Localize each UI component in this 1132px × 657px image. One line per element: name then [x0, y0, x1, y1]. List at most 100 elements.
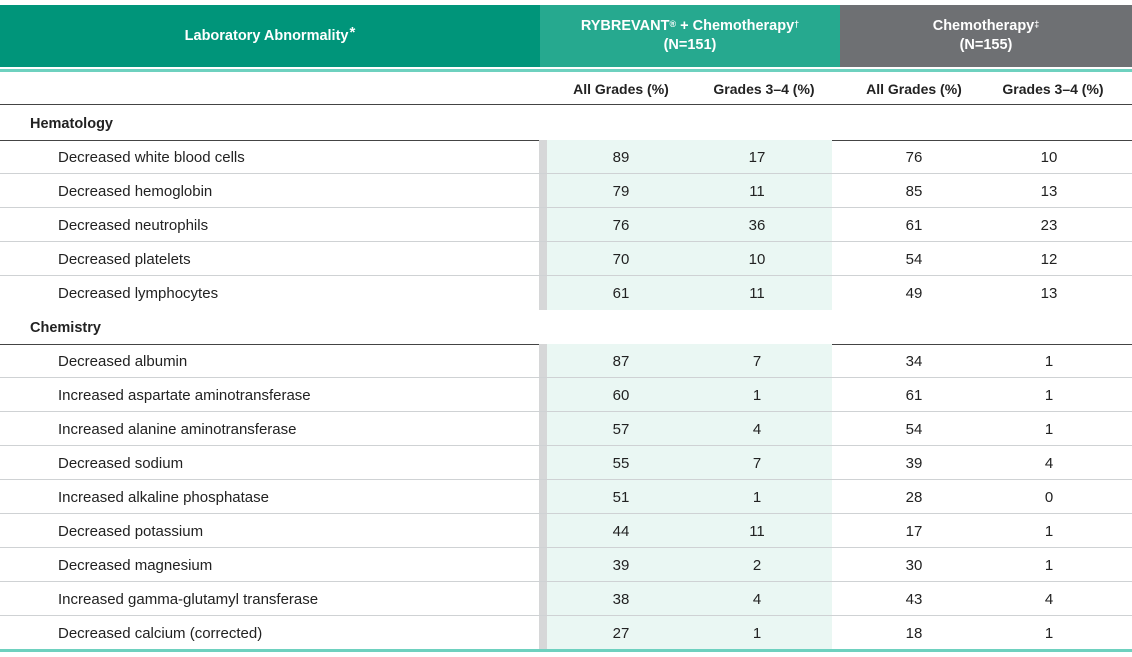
header-rybrevant-arm: RYBREVANT® + Chemotherapy† (N=151) — [540, 5, 840, 67]
cell-chemo-all: 28 — [905, 489, 923, 506]
cell-chemo-all: 61 — [905, 387, 923, 404]
cell-ryb-34: 1 — [752, 625, 762, 642]
cell-ryb-34: 7 — [752, 353, 762, 370]
section-title: Chemistry — [30, 320, 101, 336]
column-separator-bar — [539, 344, 547, 650]
arm1-suffix: + Chemotherapy — [676, 18, 795, 34]
cell-ryb-34: 11 — [749, 285, 765, 302]
header-divider — [0, 69, 1132, 72]
cell-chemo-34: 10 — [1040, 149, 1058, 166]
arm2-footnote-mark: ‡ — [1034, 19, 1040, 29]
cell-ryb-34: 2 — [752, 557, 762, 574]
row-label: Increased aspartate aminotransferase — [58, 387, 311, 404]
header-lab-label: Laboratory Abnormality — [184, 27, 349, 44]
cell-chemo-all: 85 — [905, 183, 923, 200]
cell-chemo-all: 39 — [905, 455, 923, 472]
table-row: Decreased platelets 70 10 54 12 — [0, 242, 1132, 276]
cell-ryb-all: 87 — [612, 353, 630, 370]
cell-chemo-all: 17 — [905, 523, 923, 540]
cell-chemo-34: 1 — [1044, 387, 1054, 404]
cell-chemo-all: 34 — [905, 353, 923, 370]
cell-chemo-34: 23 — [1040, 217, 1058, 234]
cell-ryb-all: 44 — [612, 523, 630, 540]
arm2-name: Chemotherapy — [932, 18, 1035, 34]
cell-ryb-all: 76 — [612, 217, 630, 234]
arm1-column-highlight — [547, 344, 832, 650]
row-label: Increased alkaline phosphatase — [58, 489, 269, 506]
header-chemotherapy-arm: Chemotherapy‡ (N=155) — [840, 5, 1132, 67]
arm1-grades34-header: Grades 3–4 (%) — [713, 81, 815, 97]
table-row: Decreased sodium 55 7 39 4 — [0, 446, 1132, 480]
row-label: Decreased hemoglobin — [58, 183, 213, 200]
cell-chemo-all: 54 — [905, 421, 923, 438]
cell-ryb-all: 57 — [612, 421, 630, 438]
arm1-all-grades-header: All Grades (%) — [573, 81, 669, 97]
cell-chemo-34: 1 — [1044, 353, 1054, 370]
cell-chemo-34: 4 — [1044, 591, 1054, 608]
cell-chemo-34: 1 — [1044, 557, 1054, 574]
section-header: Hematology — [0, 106, 1132, 141]
cell-ryb-all: 60 — [612, 387, 630, 404]
row-label: Decreased white blood cells — [58, 149, 245, 166]
cell-ryb-all: 61 — [612, 285, 630, 302]
arm2-all-grades-header: All Grades (%) — [866, 81, 962, 97]
header-lab-abnormality: Laboratory Abnormality * — [0, 5, 540, 67]
cell-ryb-all: 89 — [612, 149, 630, 166]
row-label: Increased gamma-glutamyl transferase — [58, 591, 319, 608]
cell-chemo-all: 18 — [905, 625, 923, 642]
cell-ryb-all: 79 — [612, 183, 630, 200]
table-row: Decreased potassium 44 11 17 1 — [0, 514, 1132, 548]
table-row: Decreased magnesium 39 2 30 1 — [0, 548, 1132, 582]
cell-ryb-all: 70 — [612, 251, 630, 268]
cell-chemo-all: 43 — [905, 591, 923, 608]
cell-ryb-all: 51 — [612, 489, 630, 506]
cell-ryb-34: 1 — [752, 387, 762, 404]
arm2-n: (N=155) — [959, 37, 1013, 53]
cell-chemo-all: 54 — [905, 251, 923, 268]
section-header: Chemistry — [0, 310, 1132, 345]
arm1-name: RYBREVANT — [580, 18, 670, 34]
cell-ryb-34: 1 — [752, 489, 762, 506]
cell-chemo-34: 13 — [1040, 183, 1058, 200]
arm1-n: (N=151) — [663, 37, 717, 53]
table-row: Decreased hemoglobin 79 11 85 13 — [0, 174, 1132, 208]
cell-chemo-34: 13 — [1040, 285, 1058, 302]
cell-chemo-34: 1 — [1044, 421, 1054, 438]
arm1-reg-mark: ® — [669, 19, 677, 29]
table-row: Decreased calcium (corrected) 27 1 18 1 — [0, 616, 1132, 649]
table-row: Decreased white blood cells 89 17 76 10 — [0, 140, 1132, 174]
cell-chemo-34: 1 — [1044, 523, 1054, 540]
cell-ryb-all: 27 — [612, 625, 630, 642]
table-row: Increased alanine aminotransferase 57 4 54 1 — [0, 412, 1132, 446]
cell-chemo-34: 1 — [1044, 625, 1054, 642]
table-row: Decreased albumin 87 7 34 1 — [0, 344, 1132, 378]
cell-ryb-34: 4 — [752, 591, 762, 608]
cell-chemo-34: 12 — [1040, 251, 1058, 268]
cell-ryb-34: 11 — [749, 183, 765, 200]
arm1-footnote-mark: † — [794, 19, 800, 29]
cell-ryb-all: 55 — [612, 455, 630, 472]
cell-ryb-34: 7 — [752, 455, 762, 472]
table-row: Increased aspartate aminotransferase 60 1 6… — [0, 378, 1132, 412]
section-title: Hematology — [30, 116, 113, 132]
cell-ryb-34: 17 — [748, 149, 766, 166]
table-bottom-rule — [0, 649, 1132, 652]
cell-chemo-34: 0 — [1044, 489, 1054, 506]
header-lab-mark: * — [349, 23, 356, 41]
cell-chemo-all: 61 — [905, 217, 923, 234]
row-label: Decreased neutrophils — [58, 217, 209, 234]
column-subheader: All Grades (%) Grades 3–4 (%) All Grades… — [0, 72, 1132, 105]
table-row: Decreased lymphocytes 61 11 49 13 — [0, 276, 1132, 309]
row-label: Decreased lymphocytes — [58, 285, 219, 302]
arm1-column-highlight — [547, 140, 832, 310]
cell-chemo-all: 49 — [905, 285, 923, 302]
table-row: Decreased neutrophils 76 36 61 23 — [0, 208, 1132, 242]
cell-chemo-all: 30 — [905, 557, 923, 574]
row-label: Decreased calcium (corrected) — [58, 625, 263, 642]
cell-chemo-all: 76 — [905, 149, 923, 166]
cell-ryb-all: 38 — [612, 591, 630, 608]
row-label: Decreased potassium — [58, 523, 204, 540]
arm2-grades34-header: Grades 3–4 (%) — [1002, 81, 1104, 97]
row-label: Decreased platelets — [58, 251, 191, 268]
row-label: Decreased sodium — [58, 455, 184, 472]
